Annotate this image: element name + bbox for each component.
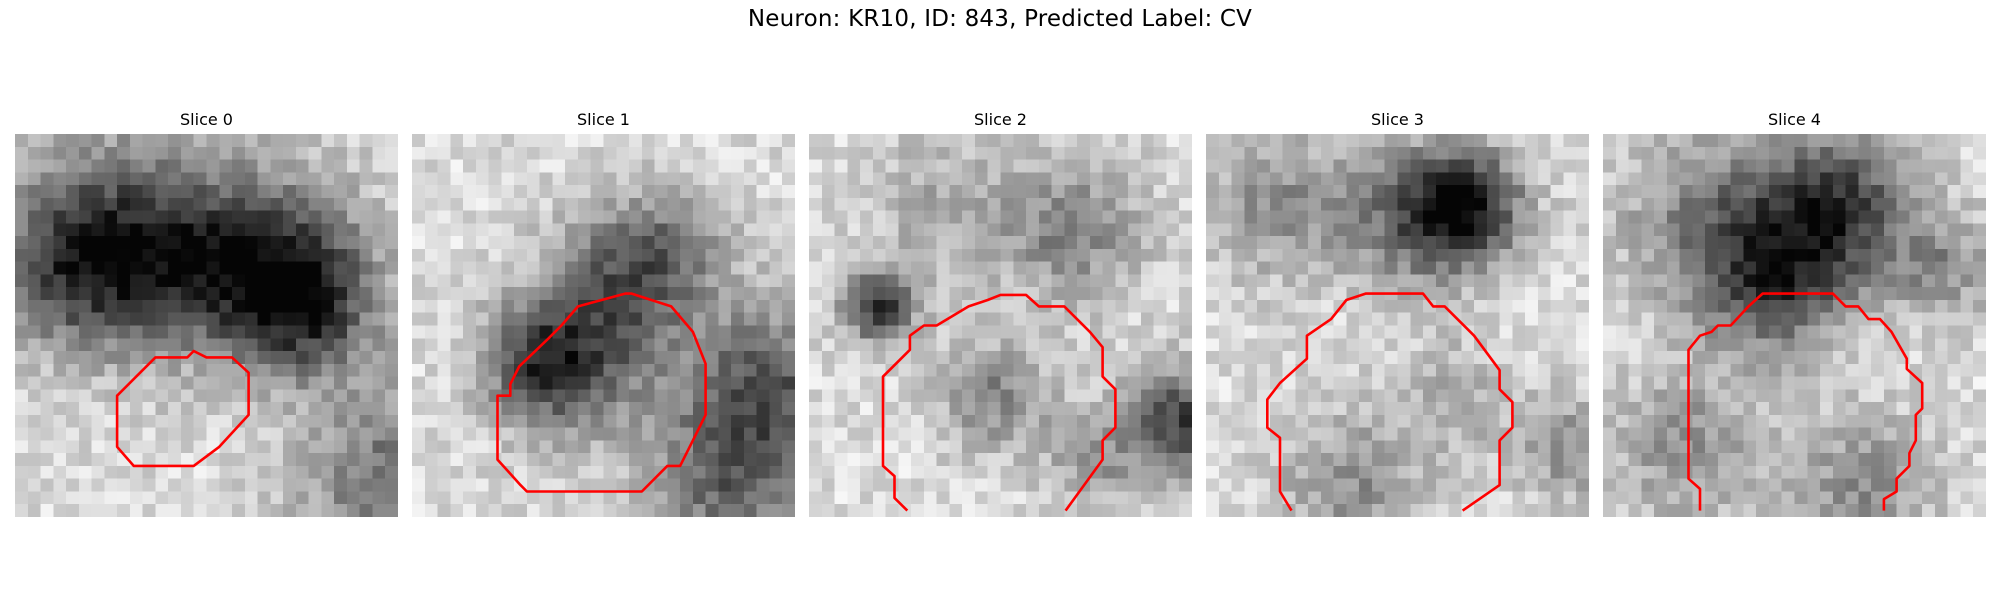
grayscale-pixels: [15, 134, 398, 517]
slice-image: [809, 134, 1192, 517]
grayscale-pixels: [809, 134, 1192, 517]
grayscale-pixels: [1603, 134, 1986, 517]
slice-image: [1603, 134, 1986, 517]
figure-title: Neuron: KR10, ID: 843, Predicted Label: …: [747, 6, 1253, 32]
slice-panel-0: Slice 0: [15, 0, 398, 600]
segmentation-contour: [1687, 292, 1924, 511]
slice-panel-4: Slice 4: [1603, 0, 1986, 600]
slice-title: Slice 3: [1371, 110, 1424, 129]
slice-image: [412, 134, 795, 517]
slice-title: Slice 0: [180, 110, 233, 129]
slice-panel-2: Slice 2: [809, 0, 1192, 600]
slice-panel-1: Slice 1: [412, 0, 795, 600]
slice-title: Slice 4: [1768, 110, 1821, 129]
segmentation-contour: [115, 349, 250, 468]
slice-image: [1206, 134, 1589, 517]
grayscale-pixels: [1206, 134, 1589, 517]
slice-image: [15, 134, 398, 517]
grayscale-pixels: [412, 134, 795, 517]
segmentation-contour: [1265, 292, 1514, 512]
slice-title: Slice 1: [577, 110, 630, 129]
segmentation-contour: [881, 293, 1117, 512]
slice-panel-3: Slice 3: [1206, 0, 1589, 600]
slice-title: Slice 2: [974, 110, 1027, 129]
segmentation-contour: [496, 292, 707, 493]
